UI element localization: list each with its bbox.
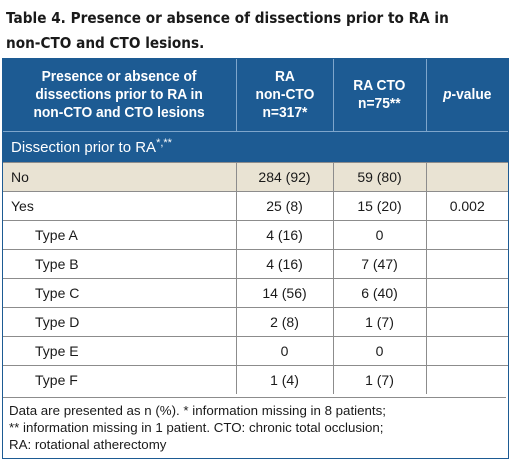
- cell-non-cto: 284 (92): [236, 162, 334, 192]
- cell-p-value: [426, 162, 508, 192]
- section-header-row: Dissection prior to RA*,**: [3, 131, 508, 163]
- table-row: Type C 14 (56) 6 (40): [3, 278, 508, 308]
- caption-line-2: non-CTO and CTO lesions.: [6, 34, 205, 52]
- cell-p-value: [426, 249, 508, 279]
- cell-p-value: 0.002: [426, 191, 508, 221]
- footnote-line-2: ** information missing in 1 patient. CTO…: [9, 420, 384, 435]
- cell-non-cto: 4 (16): [236, 220, 334, 250]
- cell-non-cto: 14 (56): [236, 278, 334, 308]
- row-label: Type C: [3, 278, 237, 308]
- cell-non-cto: 25 (8): [236, 191, 334, 221]
- cell-cto: 1 (7): [333, 365, 427, 394]
- table-header-row: Presence or absence of dissections prior…: [3, 59, 508, 132]
- row-label: Type E: [3, 336, 237, 366]
- row-label: Type A: [3, 220, 237, 250]
- cell-non-cto: 4 (16): [236, 249, 334, 279]
- row-label: Type B: [3, 249, 237, 279]
- row-label: Type D: [3, 307, 237, 337]
- cell-cto: 1 (7): [333, 307, 427, 337]
- cell-p-value: [426, 336, 508, 366]
- data-table-frame: Presence or absence of dissections prior…: [2, 58, 509, 459]
- cell-p-value: [426, 220, 508, 250]
- row-label: Yes: [3, 191, 237, 221]
- row-label: No: [3, 162, 237, 192]
- footnote-line-1: Data are presented as n (%). * informati…: [9, 403, 386, 418]
- footnote-line-3: RA: rotational atherectomy: [9, 437, 167, 452]
- cell-cto: 0: [333, 220, 427, 250]
- header-lesion-description: Presence or absence of dissections prior…: [3, 59, 237, 132]
- cell-cto: 6 (40): [333, 278, 427, 308]
- cell-cto: 59 (80): [333, 162, 427, 192]
- caption-line-1: Table 4. Presence or absence of dissecti…: [6, 9, 449, 27]
- cell-non-cto: 0: [236, 336, 334, 366]
- cell-p-value: [426, 365, 508, 394]
- header-ra-non-cto: RA non-CTO n=317*: [236, 59, 334, 132]
- table-caption: Table 4. Presence or absence of dissecti…: [6, 6, 449, 56]
- table-row: No 284 (92) 59 (80): [3, 162, 508, 192]
- cell-non-cto: 2 (8): [236, 307, 334, 337]
- row-label: Type F: [3, 365, 237, 394]
- cell-p-value: [426, 307, 508, 337]
- section-label: Dissection prior to RA*,**: [3, 131, 508, 163]
- cell-p-value: [426, 278, 508, 308]
- table-footnote: Data are presented as n (%). * informati…: [3, 397, 506, 457]
- cell-cto: 7 (47): [333, 249, 427, 279]
- header-p-value: p-value: [426, 59, 508, 132]
- table-row: Yes 25 (8) 15 (20) 0.002: [3, 191, 508, 221]
- header-ra-cto: RA CTO n=75**: [333, 59, 427, 132]
- dissection-table: Presence or absence of dissections prior…: [3, 59, 508, 394]
- cell-cto: 15 (20): [333, 191, 427, 221]
- cell-cto: 0: [333, 336, 427, 366]
- cell-non-cto: 1 (4): [236, 365, 334, 394]
